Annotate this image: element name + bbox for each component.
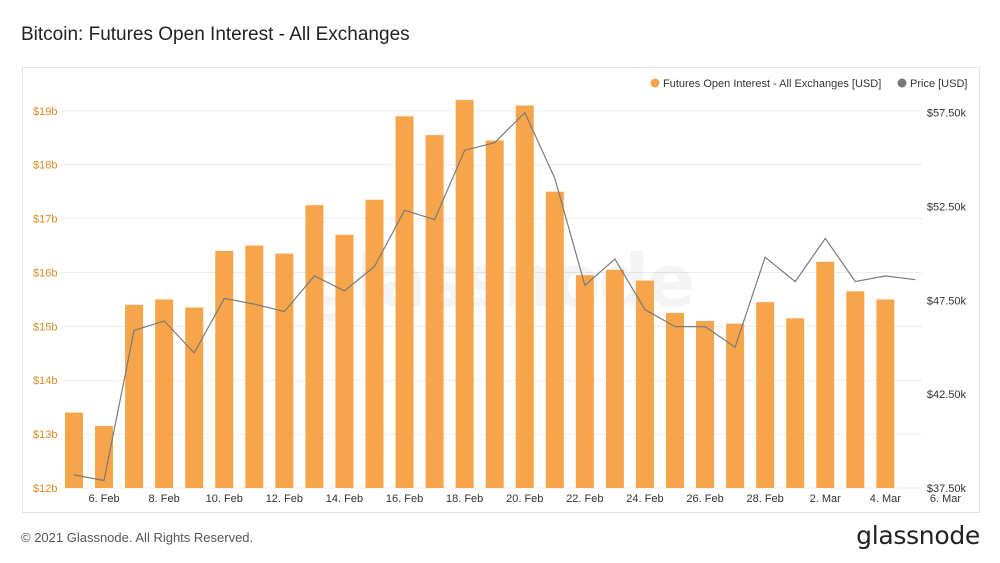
bar[interactable] — [275, 253, 294, 488]
left-tick-label: $16b — [33, 267, 57, 279]
bar[interactable] — [876, 299, 895, 488]
bar[interactable] — [816, 261, 835, 488]
right-tick-label: $47.50k — [927, 295, 967, 307]
bars — [65, 100, 895, 488]
left-tick-label: $15b — [33, 321, 57, 333]
bar[interactable] — [635, 280, 654, 488]
bar[interactable] — [65, 412, 83, 488]
bar[interactable] — [605, 269, 624, 488]
bar[interactable] — [666, 312, 684, 488]
bar[interactable] — [155, 299, 174, 488]
x-tick-label: 28. Feb — [746, 493, 783, 505]
legend[interactable]: Futures Open Interest - All Exchanges [U… — [650, 78, 968, 90]
x-tick-label: 16. Feb — [386, 493, 423, 505]
right-axis: $37.50k $42.50k $47.50k $52.50k $57.50k — [927, 108, 967, 495]
x-tick-label: 20. Feb — [506, 493, 543, 505]
left-tick-label: $18b — [33, 160, 57, 172]
x-tick-label: 6. Mar — [930, 493, 962, 505]
chart-panel — [22, 67, 980, 513]
left-tick-label: $19b — [33, 106, 57, 118]
page-title: Bitcoin: Futures Open Interest - All Exc… — [21, 24, 410, 45]
right-tick-label: $42.50k — [927, 389, 967, 401]
right-tick-label: $37.50k — [927, 483, 967, 495]
x-tick-label: 24. Feb — [626, 493, 663, 505]
x-tick-label: 4. Mar — [870, 493, 902, 505]
bar[interactable] — [365, 199, 384, 488]
legend-item-open-interest[interactable]: Futures Open Interest - All Exchanges [U… — [663, 78, 881, 90]
bar[interactable] — [696, 320, 715, 488]
left-tick-label: $12b — [33, 483, 57, 495]
bar[interactable] — [846, 291, 865, 488]
right-tick-label: $52.50k — [927, 201, 967, 213]
bar[interactable] — [185, 307, 204, 488]
bar[interactable] — [335, 234, 354, 488]
bar[interactable] — [575, 275, 594, 488]
bar[interactable] — [515, 105, 534, 488]
right-tick-label: $57.50k — [927, 108, 967, 120]
bar[interactable] — [545, 191, 564, 488]
x-tick-label: 18. Feb — [446, 493, 483, 505]
copyright: © 2021 Glassnode. All Rights Reserved. — [21, 530, 254, 545]
left-tick-label: $14b — [33, 375, 57, 387]
x-tick-label: 12. Feb — [266, 493, 303, 505]
price-line[interactable] — [73, 111, 916, 482]
bar[interactable] — [395, 116, 414, 488]
left-tick-label: $13b — [33, 429, 57, 441]
x-tick-label: 2. Mar — [810, 493, 842, 505]
bar[interactable] — [95, 426, 114, 488]
legend-bar-swatch — [650, 78, 660, 88]
bar[interactable] — [425, 135, 444, 488]
left-tick-label: $17b — [33, 214, 57, 226]
x-tick-label: 14. Feb — [326, 493, 363, 505]
glassnode-logo[interactable]: glassnode — [856, 521, 980, 550]
bar[interactable] — [485, 140, 504, 488]
x-tick-label: 22. Feb — [566, 493, 603, 505]
price-line-layer — [73, 111, 916, 482]
x-tick-label: 8. Feb — [149, 493, 180, 505]
bar[interactable] — [726, 323, 745, 488]
legend-item-price[interactable]: Price [USD] — [910, 78, 967, 90]
x-axis: 6. Feb 8. Feb 10. Feb 12. Feb 14. Feb 16. Feb… — [88, 493, 961, 505]
x-tick-label: 10. Feb — [206, 493, 243, 505]
bar[interactable] — [245, 245, 264, 488]
bar[interactable] — [786, 318, 805, 488]
bar[interactable] — [215, 250, 234, 488]
x-tick-label: 26. Feb — [686, 493, 723, 505]
bar[interactable] — [455, 100, 474, 488]
bar[interactable] — [756, 302, 775, 488]
legend-price-swatch — [897, 78, 907, 88]
x-tick-label: 6. Feb — [88, 493, 119, 505]
bar[interactable] — [305, 205, 324, 488]
left-axis: $12b $13b $14b $15b $16b $17b $18b $19b — [33, 106, 57, 495]
